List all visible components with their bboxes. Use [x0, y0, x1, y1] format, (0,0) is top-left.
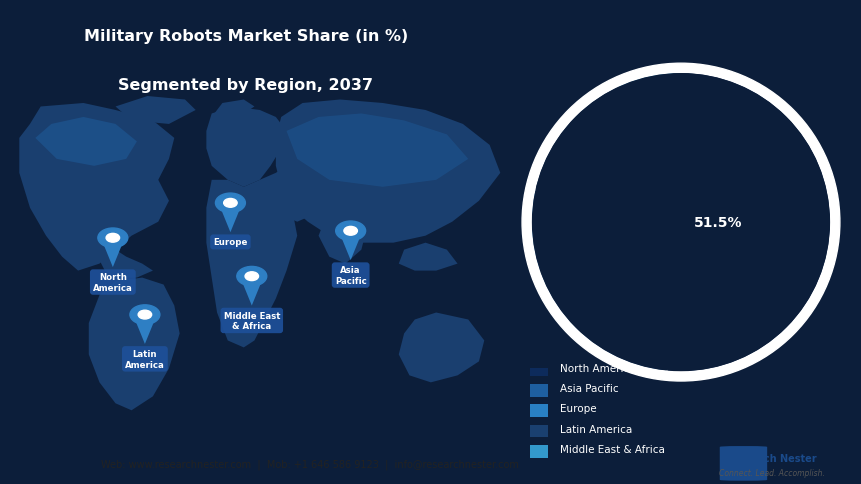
Text: Latin
America: Latin America [125, 349, 164, 369]
Text: Web: www.researchnester.com  |  Mob: +1 646 586 9123  |  info@researchnester.com: Web: www.researchnester.com | Mob: +1 64… [102, 458, 518, 469]
Circle shape [245, 272, 258, 281]
FancyBboxPatch shape [530, 364, 548, 377]
Polygon shape [35, 118, 137, 166]
Polygon shape [89, 278, 179, 410]
Text: Research Nester: Research Nester [725, 454, 816, 464]
Circle shape [532, 75, 828, 371]
Circle shape [593, 136, 767, 309]
Text: Middle East
& Africa: Middle East & Africa [223, 311, 280, 331]
Text: Middle East & Africa: Middle East & Africa [559, 444, 664, 454]
Text: Europe: Europe [559, 404, 596, 413]
Circle shape [237, 267, 266, 287]
Polygon shape [286, 114, 468, 187]
Polygon shape [99, 250, 152, 278]
Text: Military Robots Market Share (in %): Military Robots Market Share (in %) [84, 30, 407, 44]
Polygon shape [276, 166, 329, 222]
Wedge shape [530, 190, 680, 273]
Text: Latin America: Latin America [559, 424, 631, 434]
Polygon shape [319, 215, 366, 264]
Circle shape [344, 227, 357, 236]
Polygon shape [212, 100, 254, 118]
Circle shape [522, 64, 839, 381]
Text: Connect. Lead. Accomplish.: Connect. Lead. Accomplish. [718, 468, 823, 477]
Wedge shape [539, 223, 680, 372]
Polygon shape [276, 100, 499, 243]
Polygon shape [206, 107, 286, 187]
Polygon shape [19, 104, 174, 271]
Text: North America: North America [559, 363, 635, 373]
Polygon shape [218, 203, 242, 233]
Circle shape [335, 222, 365, 241]
Text: Asia Pacific: Asia Pacific [559, 383, 617, 393]
FancyBboxPatch shape [530, 405, 548, 417]
Circle shape [215, 194, 245, 213]
Polygon shape [338, 231, 362, 260]
Text: Europe: Europe [213, 238, 247, 247]
Circle shape [130, 305, 159, 325]
Text: North
America: North America [93, 273, 133, 292]
Polygon shape [101, 238, 125, 268]
Polygon shape [133, 315, 157, 344]
Polygon shape [399, 313, 484, 382]
Circle shape [223, 199, 237, 208]
Text: Asia
Pacific: Asia Pacific [334, 266, 366, 285]
Circle shape [138, 311, 152, 319]
Polygon shape [206, 173, 297, 348]
Polygon shape [239, 277, 263, 306]
FancyBboxPatch shape [530, 425, 548, 438]
Circle shape [98, 228, 127, 248]
Text: 51.5%: 51.5% [693, 216, 742, 229]
Wedge shape [666, 73, 830, 372]
FancyBboxPatch shape [530, 384, 548, 397]
Circle shape [106, 234, 120, 242]
Polygon shape [115, 97, 195, 125]
Text: Segmented by Region, 2037: Segmented by Region, 2037 [118, 78, 373, 92]
Wedge shape [534, 87, 680, 223]
FancyBboxPatch shape [719, 446, 766, 481]
FancyBboxPatch shape [530, 445, 548, 458]
Polygon shape [399, 243, 457, 271]
Wedge shape [616, 73, 680, 223]
